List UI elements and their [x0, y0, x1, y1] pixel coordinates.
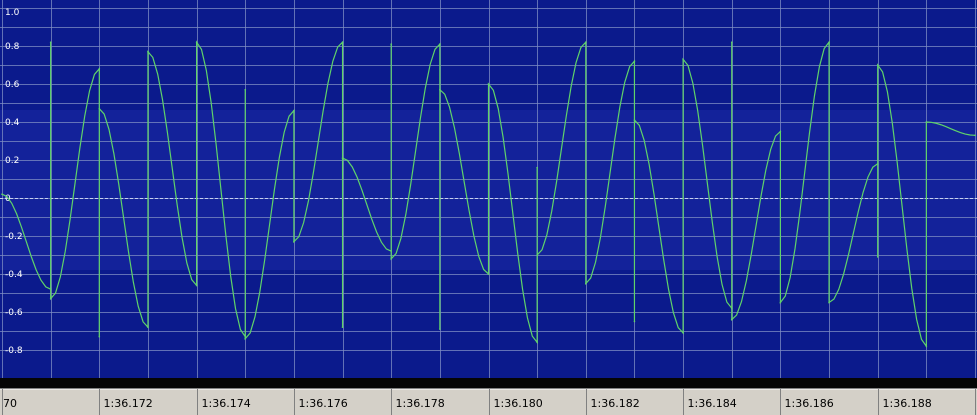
data-point — [974, 134, 976, 137]
x-axis-ticks: 70 1:36.172 1:36.174 1:36.176 1:36.178 1:36.1… — [2, 389, 976, 415]
x-tick-label: 1:36.174 — [202, 397, 251, 410]
data-point — [49, 297, 52, 300]
data-point — [585, 282, 587, 285]
y-tick-label: -0.8 — [5, 346, 23, 356]
data-point — [730, 318, 733, 321]
data-point — [925, 345, 928, 348]
data-point — [98, 68, 101, 70]
time-ruler — [0, 389, 977, 415]
data-point — [98, 335, 101, 338]
data-point — [390, 250, 393, 252]
data-point — [98, 107, 101, 110]
data-point — [876, 64, 879, 66]
data-point — [779, 301, 782, 304]
data-point — [195, 284, 198, 287]
data-point — [293, 109, 295, 112]
data-point — [487, 83, 490, 85]
y-tick-label: 0.4 — [5, 118, 20, 128]
data-point — [779, 130, 782, 133]
data-point — [487, 273, 490, 275]
data-point — [536, 341, 538, 344]
data-point — [633, 60, 636, 62]
data-point — [876, 256, 879, 258]
data-point — [682, 332, 684, 334]
data-point — [439, 328, 441, 330]
data-point — [925, 121, 928, 123]
series-line — [1, 40, 976, 349]
x-tick-label: 70 — [3, 397, 17, 410]
data-point — [585, 41, 587, 43]
data-point — [390, 43, 393, 45]
time-ruler-dark-band — [0, 378, 977, 389]
x-tick-label: 1:36.178 — [396, 397, 445, 410]
data-point — [828, 41, 830, 43]
data-point — [49, 288, 52, 291]
data-point — [828, 301, 830, 304]
data-point — [341, 157, 344, 159]
data-point — [682, 58, 684, 61]
data-point — [244, 337, 247, 340]
data-point — [730, 307, 733, 310]
data-point — [341, 326, 344, 329]
data-point — [293, 240, 295, 243]
data-point — [195, 41, 198, 43]
x-tick-label: 1:36.182 — [591, 397, 640, 410]
data-point — [244, 88, 247, 91]
data-point — [536, 166, 538, 169]
y-tick-label: 0.2 — [5, 156, 19, 166]
data-point — [1, 193, 3, 195]
y-tick-label: 0.6 — [5, 80, 20, 90]
data-point — [147, 326, 149, 329]
x-tick-label: 1:36.188 — [883, 397, 932, 410]
data-point — [633, 119, 636, 121]
data-point — [876, 163, 879, 165]
data-point — [439, 88, 441, 91]
x-tick-label: 1:36.176 — [299, 397, 348, 410]
y-tick-label: -0.2 — [5, 232, 23, 242]
data-point — [147, 50, 149, 53]
y-tick-label: 1.0 — [5, 8, 20, 18]
data-point — [341, 41, 344, 43]
x-tick-label: 1:36.184 — [688, 397, 737, 410]
data-point — [633, 320, 636, 323]
data-point — [439, 43, 441, 45]
y-tick-label: -0.4 — [5, 270, 23, 280]
x-tick-label: 1:36.186 — [785, 397, 834, 410]
series-points — [1, 41, 976, 348]
y-tick-label: 0.8 — [5, 42, 20, 52]
data-point — [730, 41, 733, 43]
x-tick-label: 1:36.180 — [494, 397, 543, 410]
data-point — [244, 335, 247, 338]
data-point — [390, 258, 393, 260]
data-point — [49, 41, 52, 43]
data-point — [536, 254, 538, 256]
y-tick-label: -0.6 — [5, 308, 23, 318]
x-tick-label: 1:36.172 — [104, 397, 153, 410]
